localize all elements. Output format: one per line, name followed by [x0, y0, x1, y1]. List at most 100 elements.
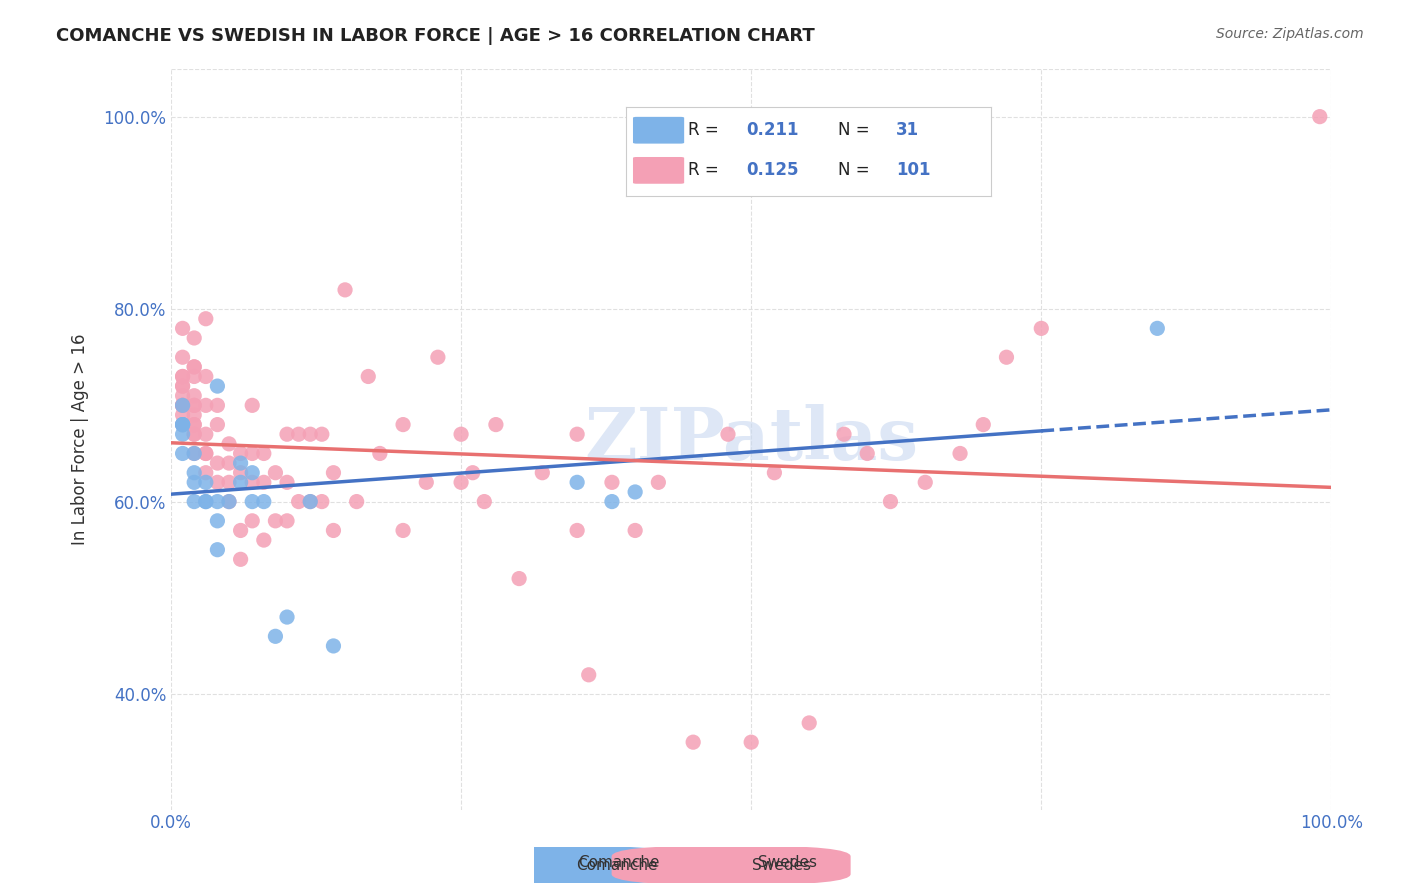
- Point: [172, 398, 194, 412]
- Point: [172, 408, 194, 422]
- Point: [240, 446, 263, 460]
- Point: [565, 475, 588, 490]
- Point: [183, 398, 205, 412]
- Point: [311, 494, 333, 508]
- Point: [1309, 110, 1331, 124]
- Point: [461, 466, 484, 480]
- Point: [183, 417, 205, 432]
- Point: [172, 379, 194, 393]
- Text: R =: R =: [688, 161, 724, 179]
- Point: [1031, 321, 1053, 335]
- FancyBboxPatch shape: [633, 157, 685, 184]
- Point: [172, 398, 194, 412]
- Point: [229, 446, 252, 460]
- Point: [218, 475, 240, 490]
- Point: [276, 610, 298, 624]
- Point: [276, 427, 298, 442]
- Point: [183, 494, 205, 508]
- Point: [914, 475, 936, 490]
- Text: N =: N =: [838, 161, 875, 179]
- Point: [240, 398, 263, 412]
- Point: [207, 514, 229, 528]
- Point: [276, 475, 298, 490]
- Point: [264, 466, 287, 480]
- Point: [183, 389, 205, 403]
- Point: [194, 311, 217, 326]
- Point: [832, 427, 855, 442]
- Point: [172, 417, 194, 432]
- Point: [240, 466, 263, 480]
- Point: [972, 417, 994, 432]
- Point: [264, 629, 287, 643]
- Point: [207, 494, 229, 508]
- Point: [299, 494, 322, 508]
- Point: [624, 485, 647, 500]
- Point: [426, 350, 449, 364]
- Point: [172, 446, 194, 460]
- Point: [472, 494, 495, 508]
- Point: [207, 417, 229, 432]
- Point: [183, 398, 205, 412]
- Point: [183, 359, 205, 374]
- Point: [565, 427, 588, 442]
- Point: [183, 331, 205, 345]
- Point: [624, 524, 647, 538]
- Point: [949, 446, 972, 460]
- Point: [218, 494, 240, 508]
- Point: [450, 475, 472, 490]
- Point: [207, 456, 229, 470]
- Point: [194, 369, 217, 384]
- Point: [183, 408, 205, 422]
- Point: [218, 437, 240, 451]
- Point: [194, 446, 217, 460]
- Point: [183, 446, 205, 460]
- Point: [194, 494, 217, 508]
- Point: [392, 524, 415, 538]
- Point: [194, 475, 217, 490]
- Point: [194, 466, 217, 480]
- Point: [682, 735, 704, 749]
- Point: [392, 417, 415, 432]
- Point: [218, 456, 240, 470]
- Point: [240, 475, 263, 490]
- Point: [172, 398, 194, 412]
- Text: COMANCHE VS SWEDISH IN LABOR FORCE | AGE > 16 CORRELATION CHART: COMANCHE VS SWEDISH IN LABOR FORCE | AGE…: [56, 27, 815, 45]
- Point: [194, 494, 217, 508]
- Point: [183, 369, 205, 384]
- Point: [415, 475, 437, 490]
- Text: 0.125: 0.125: [747, 161, 799, 179]
- Text: Comanche: Comanche: [576, 858, 658, 872]
- Point: [194, 427, 217, 442]
- Point: [172, 379, 194, 393]
- Point: [322, 466, 344, 480]
- Point: [287, 494, 309, 508]
- Point: [183, 446, 205, 460]
- Point: [183, 475, 205, 490]
- Point: [207, 379, 229, 393]
- Point: [264, 514, 287, 528]
- Text: 101: 101: [896, 161, 931, 179]
- Text: N =: N =: [838, 121, 875, 139]
- Point: [207, 542, 229, 557]
- Point: [357, 369, 380, 384]
- Point: [333, 283, 356, 297]
- Point: [229, 456, 252, 470]
- Point: [183, 427, 205, 442]
- FancyBboxPatch shape: [436, 846, 675, 885]
- Text: Swedes: Swedes: [758, 855, 817, 870]
- Point: [229, 552, 252, 566]
- FancyBboxPatch shape: [633, 117, 685, 144]
- Point: [183, 417, 205, 432]
- Point: [172, 398, 194, 412]
- Point: [763, 466, 786, 480]
- Point: [253, 475, 276, 490]
- Point: [183, 466, 205, 480]
- Y-axis label: In Labor Force | Age > 16: In Labor Force | Age > 16: [72, 334, 89, 545]
- Point: [218, 494, 240, 508]
- Point: [240, 494, 263, 508]
- Point: [346, 494, 368, 508]
- Point: [508, 572, 530, 586]
- Text: Comanche: Comanche: [578, 855, 659, 870]
- Point: [600, 494, 623, 508]
- Point: [229, 475, 252, 490]
